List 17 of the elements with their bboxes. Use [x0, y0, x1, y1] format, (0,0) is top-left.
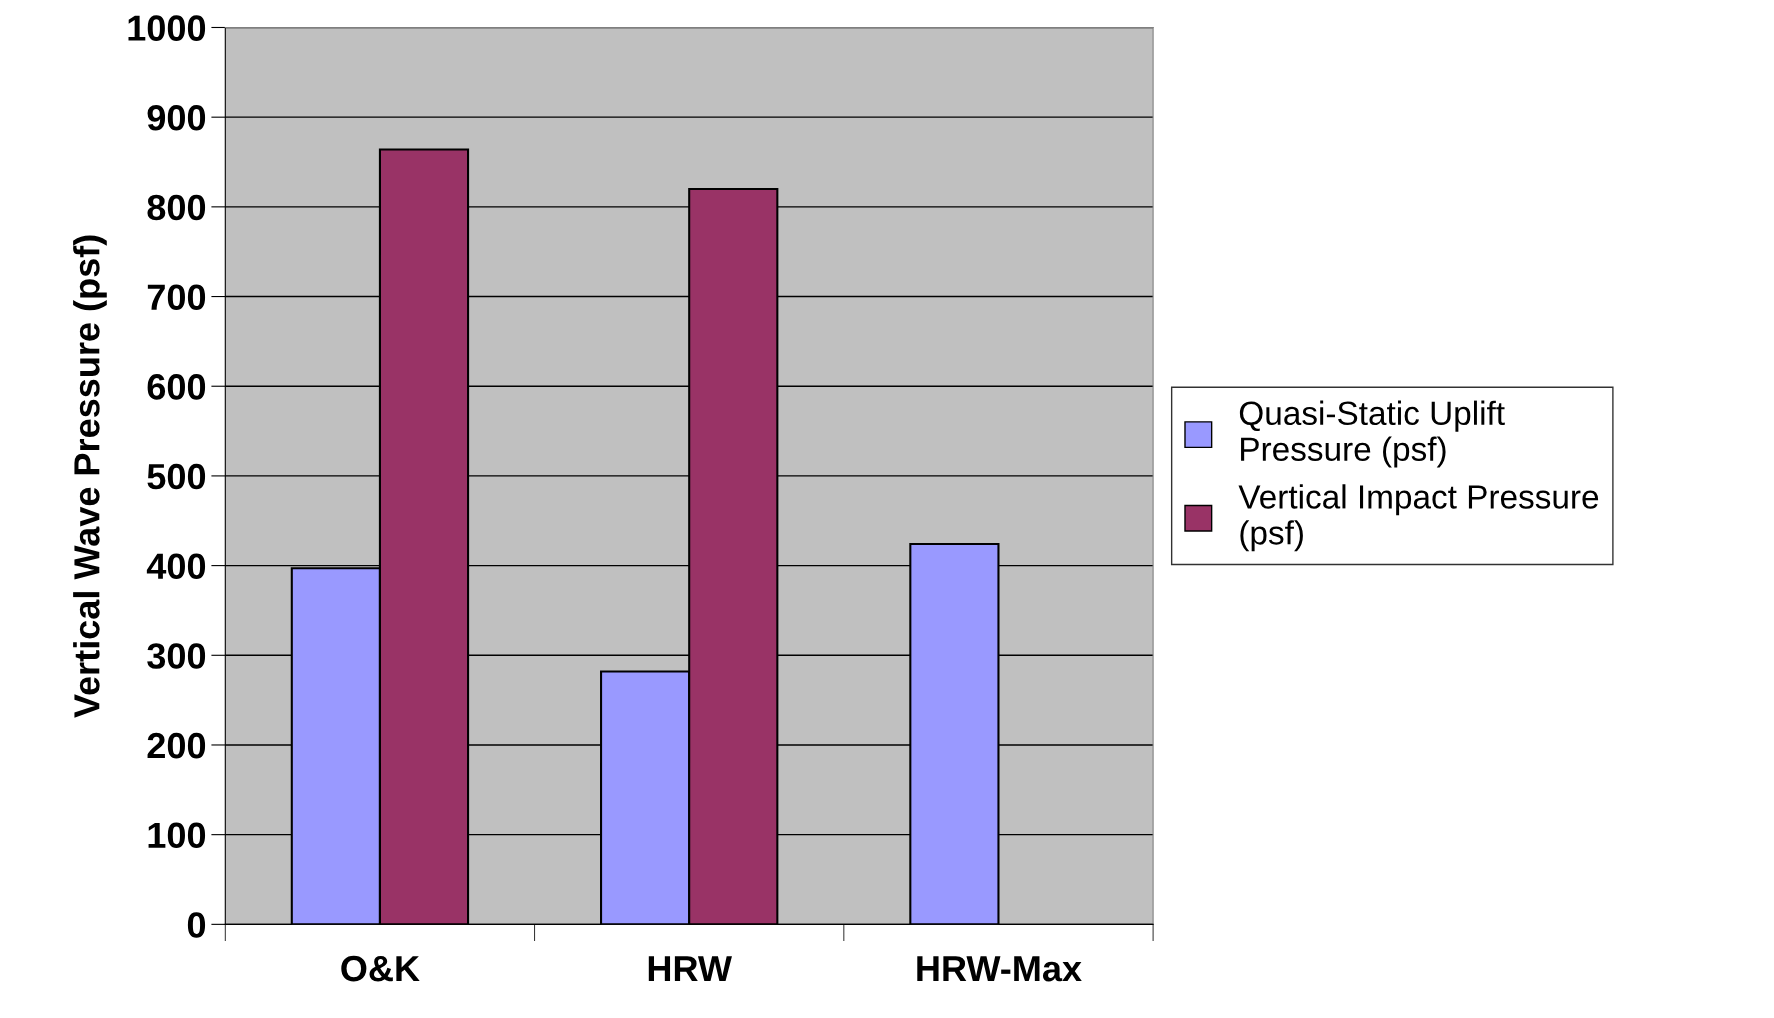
y-axis-title: Vertical Wave Pressure (psf) — [73, 235, 107, 718]
y-tick-label: 800 — [147, 194, 206, 221]
x-tick-label: HRW — [648, 956, 732, 982]
y-tick-label: 1000 — [128, 15, 206, 41]
y-tick-label: 700 — [147, 284, 206, 310]
y-tick-label: 600 — [147, 374, 206, 400]
y-tick-label: 500 — [147, 463, 206, 490]
y-tick-label: 900 — [147, 105, 206, 131]
y-tick-label: 300 — [147, 643, 206, 669]
x-tick-label: O&K — [341, 955, 420, 982]
legend-label: Vertical Impact Pressure (psf) — [1238, 484, 1599, 552]
y-tick-label: 0 — [187, 912, 206, 938]
x-tick-label: HRW-Max — [917, 956, 1082, 982]
y-tick-label: 400 — [146, 553, 206, 580]
legend-label: Quasi-Static Uplift Pressure (psf) — [1239, 400, 1505, 468]
y-tick-label: 200 — [147, 732, 206, 759]
y-tick-label: 100 — [148, 822, 206, 849]
